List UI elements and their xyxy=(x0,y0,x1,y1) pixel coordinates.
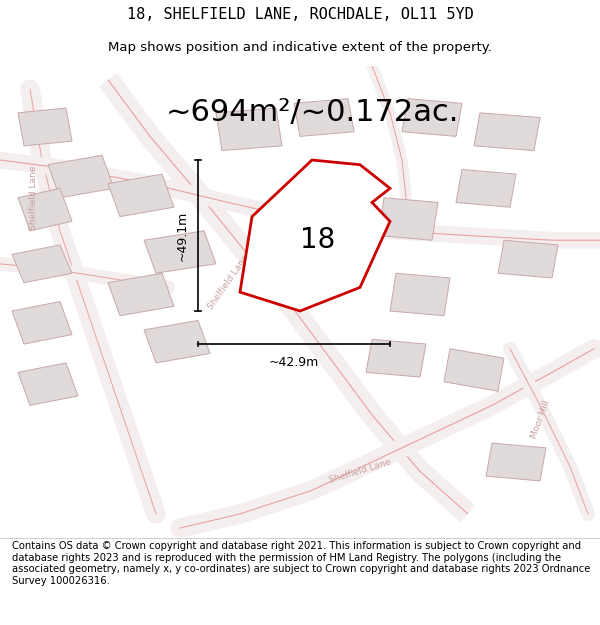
Polygon shape xyxy=(498,240,558,278)
Polygon shape xyxy=(48,155,114,198)
Polygon shape xyxy=(474,112,540,151)
Text: 18: 18 xyxy=(301,226,335,254)
Polygon shape xyxy=(108,174,174,217)
Polygon shape xyxy=(402,99,462,136)
Polygon shape xyxy=(144,321,210,363)
Polygon shape xyxy=(444,349,504,391)
Polygon shape xyxy=(18,188,72,231)
Polygon shape xyxy=(240,160,390,311)
Polygon shape xyxy=(390,273,450,316)
Polygon shape xyxy=(366,339,426,377)
Polygon shape xyxy=(144,231,216,273)
Polygon shape xyxy=(216,108,282,151)
Text: ~694m²/~0.172ac.: ~694m²/~0.172ac. xyxy=(166,98,458,128)
Text: ~42.9m: ~42.9m xyxy=(269,356,319,369)
Polygon shape xyxy=(456,169,516,208)
Polygon shape xyxy=(18,108,72,146)
Text: Shelfield Lane: Shelfield Lane xyxy=(29,166,37,230)
Text: ~49.1m: ~49.1m xyxy=(176,211,189,261)
Polygon shape xyxy=(294,99,354,136)
Text: Contains OS data © Crown copyright and database right 2021. This information is : Contains OS data © Crown copyright and d… xyxy=(12,541,590,586)
Text: Moor Hill: Moor Hill xyxy=(529,399,551,440)
Text: Map shows position and indicative extent of the property.: Map shows position and indicative extent… xyxy=(108,41,492,54)
Polygon shape xyxy=(12,245,72,282)
Polygon shape xyxy=(378,198,438,240)
Text: 18, SHELFIELD LANE, ROCHDALE, OL11 5YD: 18, SHELFIELD LANE, ROCHDALE, OL11 5YD xyxy=(127,7,473,22)
Text: Shelfield Lane: Shelfield Lane xyxy=(206,254,250,312)
Polygon shape xyxy=(18,363,78,406)
Polygon shape xyxy=(486,443,546,481)
Polygon shape xyxy=(108,273,174,316)
Polygon shape xyxy=(12,301,72,344)
Text: Shelfield Lane: Shelfield Lane xyxy=(328,458,392,485)
